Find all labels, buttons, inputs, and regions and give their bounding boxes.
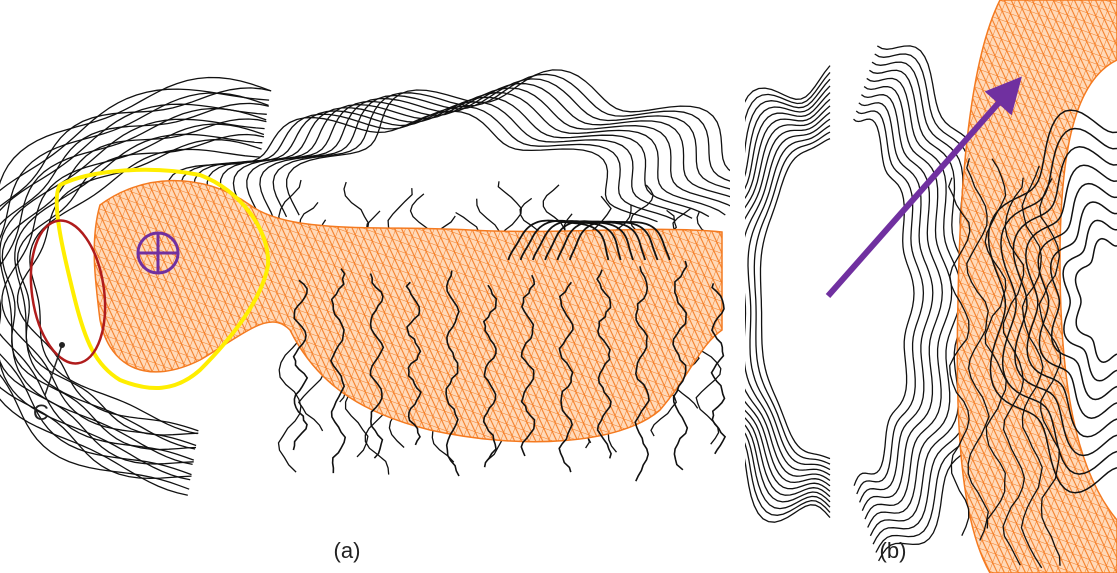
- crosshair: [138, 233, 178, 273]
- panel-b: [688, 0, 1117, 573]
- streamline: [715, 93, 830, 497]
- streamline: [864, 87, 952, 519]
- panel-label-a: (a): [334, 538, 361, 563]
- streamline: [287, 70, 801, 215]
- streamline: [861, 95, 942, 511]
- streamline: [754, 132, 830, 464]
- figure: C (a) (b): [0, 0, 1117, 573]
- streamline: [854, 119, 915, 486]
- streamline: [748, 126, 830, 470]
- streamlines-b: [688, 46, 999, 561]
- leader-dot: [59, 342, 65, 348]
- streamline: [859, 103, 933, 503]
- streamline: [1076, 239, 1117, 363]
- annotation-c: C: [33, 400, 49, 425]
- streamline: [247, 84, 757, 220]
- streamline: [729, 106, 830, 486]
- panel-label-b: (b): [880, 538, 907, 563]
- mesh-band: [957, 0, 1117, 573]
- page: C (a) (b) (() => { const data = JSON.par…: [0, 0, 1117, 573]
- streamline: [722, 99, 830, 491]
- panel-a: C: [0, 70, 801, 495]
